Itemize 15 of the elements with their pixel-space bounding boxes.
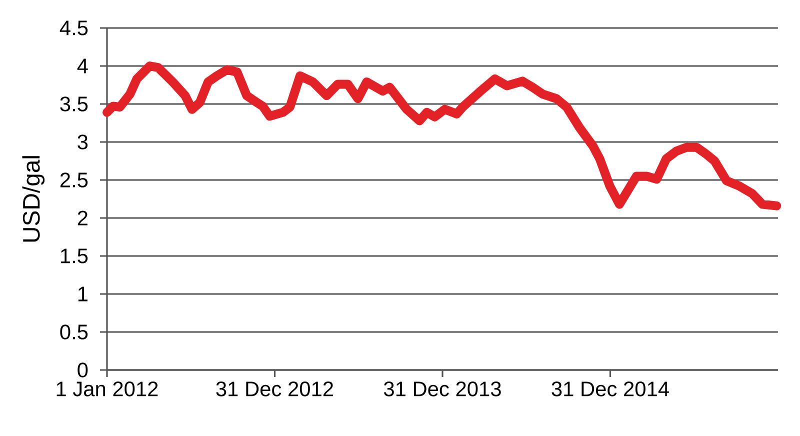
y-tick-label: 1 [78,286,88,302]
y-tick-label: 4 [77,58,88,74]
y-tick-label: 0 [78,362,88,378]
y-tick-label: 4.5 [60,20,88,36]
x-tick-label: 1 Jan 2012 [56,382,158,396]
y-tick-label: 0.5 [60,324,88,340]
y-axis-title: USD/gal [22,156,45,242]
y-tick-label: 2 [78,210,88,226]
x-tick-label: 31 Dec 2013 [384,382,501,396]
y-tick-label: 3.5 [60,96,88,112]
y-tick-label: 3 [78,134,88,150]
y-tick-label: 2.5 [60,172,88,188]
x-tick-label: 31 Dec 2014 [552,382,669,396]
y-tick-label: 1.5 [60,248,88,264]
x-tick-label: 31 Dec 2012 [216,382,333,396]
